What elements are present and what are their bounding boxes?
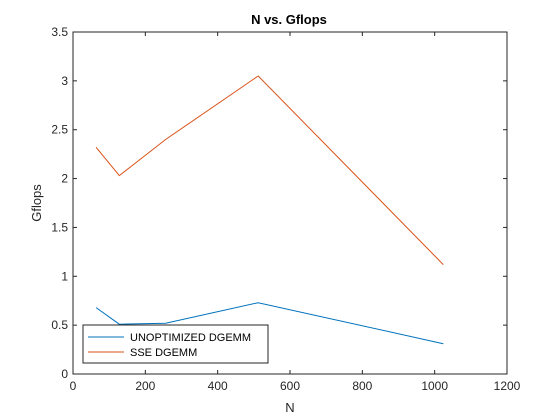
series-line-sse-dgemm — [95, 75, 444, 265]
x-tick-label: 200 — [135, 379, 155, 393]
x-tick-label: 600 — [280, 379, 300, 393]
y-tick-label: 2 — [61, 172, 68, 186]
plot-area — [72, 31, 508, 375]
y-tick-label: 1 — [61, 269, 68, 283]
y-tick-label: 0 — [61, 367, 68, 381]
x-tick-label: 1000 — [421, 379, 448, 393]
chart-title: N vs. Gflops — [251, 12, 327, 27]
x-tick-label: 1200 — [494, 379, 521, 393]
legend: UNOPTIMIZED DGEMM SSE DGEMM — [82, 324, 269, 364]
y-tick-label: 3 — [61, 74, 68, 88]
x-tick-label: 0 — [70, 379, 77, 393]
series-group — [95, 75, 444, 345]
axis-ticks: 0 200 400 600 800 1000 1200 0 0.5 1 1.5 2 2.5 3 3.5 — [51, 25, 520, 393]
legend-label-sse: SSE DGEMM — [130, 347, 197, 359]
series-line-unoptimized-dgemm — [95, 302, 444, 345]
y-axis-label: Gflops — [29, 184, 44, 222]
x-tick-label: 800 — [352, 379, 372, 393]
legend-label-unoptimized: UNOPTIMIZED DGEMM — [130, 332, 251, 344]
y-tick-label: 3.5 — [51, 25, 68, 39]
legend-box — [82, 324, 269, 364]
x-axis-label: N — [285, 400, 294, 415]
x-tick-label: 400 — [208, 379, 228, 393]
y-tick-label: 0.5 — [51, 318, 68, 332]
y-tick-label: 2.5 — [51, 123, 68, 137]
y-tick-label: 1.5 — [51, 220, 68, 234]
